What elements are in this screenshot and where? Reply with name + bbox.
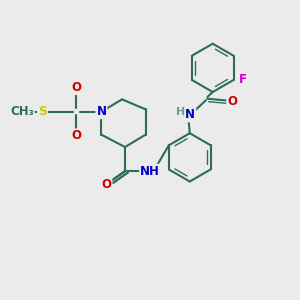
Text: H: H bbox=[176, 107, 185, 117]
Text: NH: NH bbox=[140, 165, 160, 178]
Text: N: N bbox=[185, 109, 195, 122]
Text: F: F bbox=[239, 74, 247, 86]
Text: O: O bbox=[227, 95, 237, 108]
Text: N: N bbox=[96, 105, 106, 118]
Text: O: O bbox=[71, 129, 81, 142]
Text: S: S bbox=[38, 105, 47, 118]
Text: O: O bbox=[101, 178, 111, 191]
Text: O: O bbox=[71, 81, 81, 94]
Text: CH₃: CH₃ bbox=[10, 105, 34, 118]
